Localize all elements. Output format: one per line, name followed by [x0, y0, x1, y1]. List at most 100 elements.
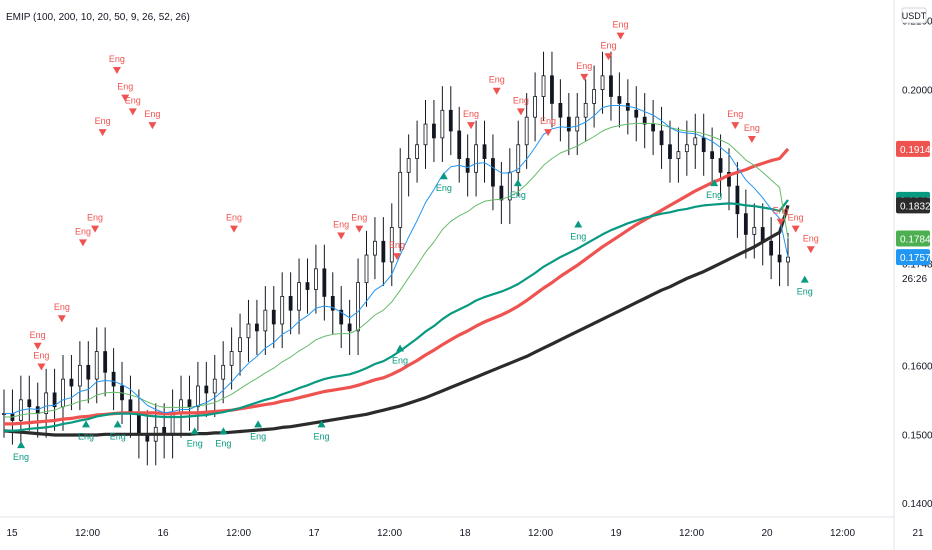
svg-text:Eng: Eng: [54, 302, 70, 312]
candle: [693, 113, 698, 169]
candle: [491, 134, 495, 211]
time-tick-label: 12:00: [830, 528, 855, 539]
candle: [600, 51, 605, 114]
svg-text:Eng: Eng: [576, 61, 592, 71]
bearish-engulfing-signal: Eng: [75, 226, 91, 247]
time-axis[interactable]: 15 12:00 16 12:00 17 12:00 18 12:00 19 12:00 20 12:…: [6, 528, 924, 539]
svg-text:Eng: Eng: [13, 452, 29, 462]
bullish-engulfing-signal: Eng: [250, 420, 266, 441]
bearish-engulfing-signal: Eng: [226, 213, 242, 233]
candle: [271, 286, 276, 349]
price-tick-label: 0.1600: [902, 361, 932, 372]
bearish-engulfing-signal: Eng: [125, 95, 141, 116]
svg-text:Eng: Eng: [706, 190, 722, 200]
candle: [735, 161, 740, 238]
candle: [482, 120, 487, 183]
currency-box[interactable]: [901, 7, 927, 24]
candle: [457, 106, 462, 183]
time-tick-label: 12:00: [377, 528, 402, 539]
svg-text:Eng: Eng: [351, 213, 367, 223]
signals-layer: EngEngEngEngEngEngEngEngEngEngEngEngEngE…: [13, 20, 819, 462]
price-badge[interactable]: 0.1832: [896, 197, 931, 214]
candle: [651, 99, 656, 156]
bullish-engulfing-signal: Eng: [392, 344, 408, 366]
svg-text:Eng: Eng: [215, 438, 231, 448]
candle: [94, 327, 99, 404]
bearish-engulfing-signal: Eng: [513, 95, 529, 116]
candle: [364, 230, 369, 307]
svg-text:Eng: Eng: [125, 95, 141, 105]
time-tick-label: 20: [761, 528, 773, 539]
candle: [44, 368, 49, 438]
candle: [398, 148, 403, 252]
candle: [389, 203, 394, 287]
indicator-legend[interactable]: EMIP (100, 200, 10, 20, 50, 9, 26, 52, 2…: [6, 12, 190, 23]
candle: [195, 361, 200, 431]
candle: [347, 299, 352, 356]
candle: [575, 93, 580, 156]
svg-text:Eng: Eng: [570, 231, 586, 241]
candle: [187, 375, 192, 431]
price-badge[interactable]: 0.1914: [896, 140, 931, 157]
candle: [415, 120, 419, 183]
time-tick-label: 12:00: [75, 528, 100, 539]
bearish-engulfing-signal: Eng: [727, 109, 743, 130]
candle: [111, 348, 116, 411]
bearish-engulfing-signal: Eng: [463, 109, 479, 130]
candle: [524, 93, 529, 169]
bearish-engulfing-signal: Eng: [333, 219, 349, 240]
svg-text:Eng: Eng: [87, 213, 103, 223]
price-tick-label: 0.2000: [902, 86, 932, 97]
candle: [440, 86, 445, 162]
bearish-engulfing-signal: Eng: [144, 109, 160, 130]
candle: [246, 299, 251, 362]
svg-text:Eng: Eng: [510, 190, 526, 200]
price-axis[interactable]: 0.21000.20000.16000.15000.14000.174826:2…: [896, 17, 932, 511]
bearish-engulfing-signal: Eng: [613, 20, 629, 40]
candle: [103, 327, 108, 397]
bearish-engulfing-signal: Eng: [87, 213, 103, 233]
svg-text:Eng: Eng: [33, 350, 49, 360]
candle: [701, 113, 706, 176]
svg-text:Eng: Eng: [513, 95, 529, 105]
candle: [448, 86, 453, 156]
bearish-engulfing-signal: Eng: [30, 330, 46, 350]
candle: [550, 51, 554, 128]
candle: [77, 341, 82, 411]
candle: [339, 286, 344, 349]
svg-text:Eng: Eng: [226, 213, 242, 223]
candle: [609, 51, 613, 121]
candle: [330, 272, 335, 335]
price-badge[interactable]: 0.1757: [896, 249, 931, 266]
candle: [642, 93, 647, 149]
svg-text:Eng: Eng: [744, 123, 760, 133]
bearish-engulfing-signal: Eng: [109, 54, 125, 75]
candle: [566, 93, 571, 156]
svg-text:Eng: Eng: [613, 20, 629, 30]
candle: [659, 106, 664, 169]
candle: [280, 272, 285, 349]
time-tick-label: 21: [912, 528, 924, 539]
bearish-engulfing-signal: Eng: [33, 350, 49, 371]
candle: [406, 134, 411, 197]
ema50-line: [4, 199, 789, 432]
candle: [255, 299, 259, 356]
candle: [229, 327, 234, 390]
time-tick-label: 15: [6, 528, 18, 539]
candle: [558, 79, 563, 142]
time-tick-label: 12:00: [679, 528, 704, 539]
candle: [204, 361, 209, 418]
bearish-engulfing-signal: Eng: [389, 240, 405, 261]
svg-text:Eng: Eng: [117, 82, 133, 92]
svg-text:Eng: Eng: [250, 431, 266, 441]
candle: [288, 272, 293, 335]
svg-text:Eng: Eng: [187, 438, 203, 448]
price-badge[interactable]: 0.1784: [896, 230, 931, 247]
candle: [499, 161, 504, 225]
bullish-engulfing-signal: Eng: [706, 179, 722, 200]
candle: [474, 120, 478, 197]
bearish-engulfing-signal: Eng: [773, 206, 789, 226]
candle: [676, 127, 681, 183]
